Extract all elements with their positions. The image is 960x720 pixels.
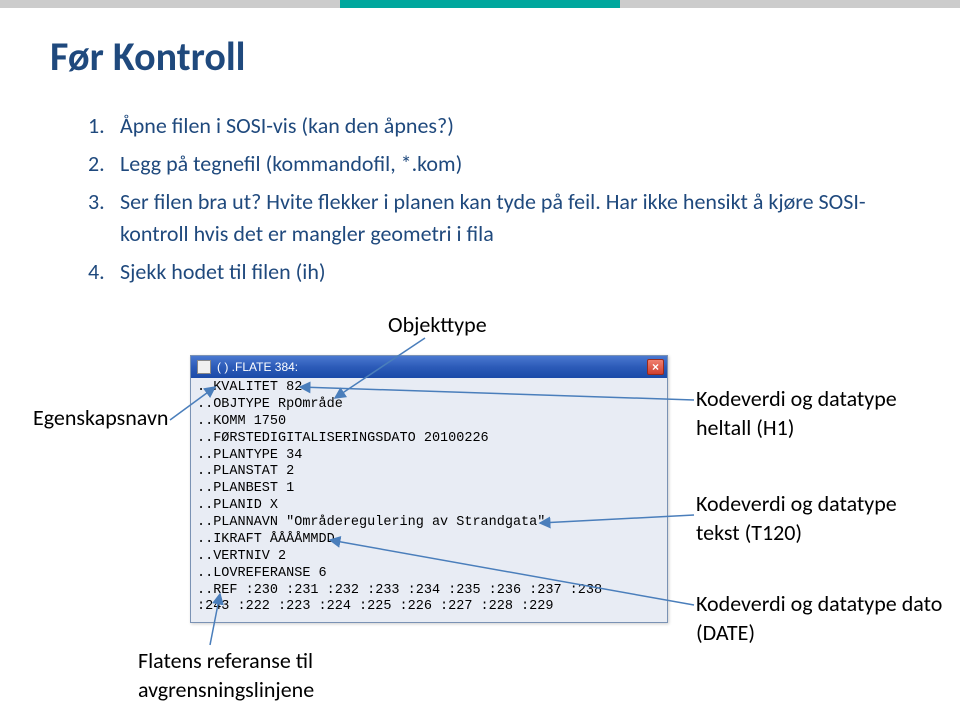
- file-line: ..PLANSTAT 2: [197, 464, 294, 479]
- file-line: ..PLANBEST 1: [197, 481, 294, 496]
- file-line: ..PLANTYPE 34: [197, 448, 302, 463]
- list-number: 3.: [88, 186, 120, 250]
- file-line: ..REF :230 :231 :232 :233 :234 :235 :236…: [197, 583, 602, 598]
- instruction-list: 1. Åpne filen i SOSI-vis (kan den åpnes?…: [88, 110, 900, 293]
- label-flatens-referanse: Flatens referanse til avgrensningslinjen…: [138, 647, 314, 704]
- page-title: Før Kontroll: [50, 32, 245, 81]
- list-text: Ser filen bra ut? Hvite flekker i planen…: [120, 186, 900, 250]
- window-titlebar[interactable]: ( ) .FLATE 384: ×: [191, 356, 667, 378]
- list-number: 1.: [88, 110, 120, 142]
- label-line: Flatens referanse til: [138, 647, 313, 674]
- file-line: ..OBJTYPE RpOmråde: [197, 397, 343, 412]
- label-egenskapsnavn: Egenskapsnavn: [33, 404, 168, 433]
- list-number: 4.: [88, 256, 120, 288]
- close-icon[interactable]: ×: [647, 359, 664, 375]
- label-line: heltall (H1): [696, 414, 794, 441]
- list-number: 2.: [88, 148, 120, 180]
- file-line: ..LOVREFERANSE 6: [197, 566, 327, 581]
- label-kodeverdi-t120: Kodeverdi og datatype tekst (T120): [696, 490, 897, 547]
- file-line: ..KVALITET 82: [197, 380, 302, 395]
- file-line: ..VERTNIV 2: [197, 549, 286, 564]
- label-line: (DATE): [696, 619, 755, 646]
- label-line: Kodeverdi og datatype: [696, 490, 897, 517]
- file-line: ..PLANID X: [197, 498, 278, 513]
- label-objekttype: Objekttype: [388, 311, 487, 340]
- list-item: 3. Ser filen bra ut? Hvite flekker i pla…: [88, 186, 900, 250]
- list-item: 1. Åpne filen i SOSI-vis (kan den åpnes?…: [88, 110, 900, 142]
- window-body: ..KVALITET 82 ..OBJTYPE RpOmråde ..KOMM …: [191, 378, 667, 622]
- file-line: ..KOMM 1750: [197, 414, 286, 429]
- list-item: 2. Legg på tegnefil (kommandofil, *.kom): [88, 148, 900, 180]
- file-line: ..IKRAFT ÅÅÅÅMMDD: [197, 532, 335, 547]
- label-line: tekst (T120): [696, 519, 802, 546]
- label-kodeverdi-h1: Kodeverdi og datatype heltall (H1): [696, 385, 897, 442]
- top-accent: [340, 0, 620, 8]
- list-text: Åpne filen i SOSI-vis (kan den åpnes?): [120, 110, 900, 142]
- list-text: Sjekk hodet til filen (ih): [120, 256, 900, 288]
- file-line: ..FØRSTEDIGITALISERINGSDATO 20100226: [197, 431, 489, 446]
- label-kodeverdi-date: Kodeverdi og datatype dato (DATE): [696, 590, 942, 647]
- list-text: Legg på tegnefil (kommandofil, *.kom): [120, 148, 900, 180]
- window-title: ( ) .FLATE 384:: [217, 360, 298, 374]
- list-item: 4. Sjekk hodet til filen (ih): [88, 256, 900, 288]
- label-line: avgrensningslinjene: [138, 676, 314, 703]
- sosi-file-window: ( ) .FLATE 384: × ..KVALITET 82 ..OBJTYP…: [190, 355, 668, 623]
- file-line: ..PLANNAVN "Områderegulering av Strandga…: [197, 515, 545, 530]
- window-icon: [197, 360, 211, 374]
- label-line: Kodeverdi og datatype: [696, 385, 897, 412]
- label-line: Kodeverdi og datatype dato: [696, 590, 942, 617]
- file-line: :243 :222 :223 :224 :225 :226 :227 :228 …: [197, 599, 553, 614]
